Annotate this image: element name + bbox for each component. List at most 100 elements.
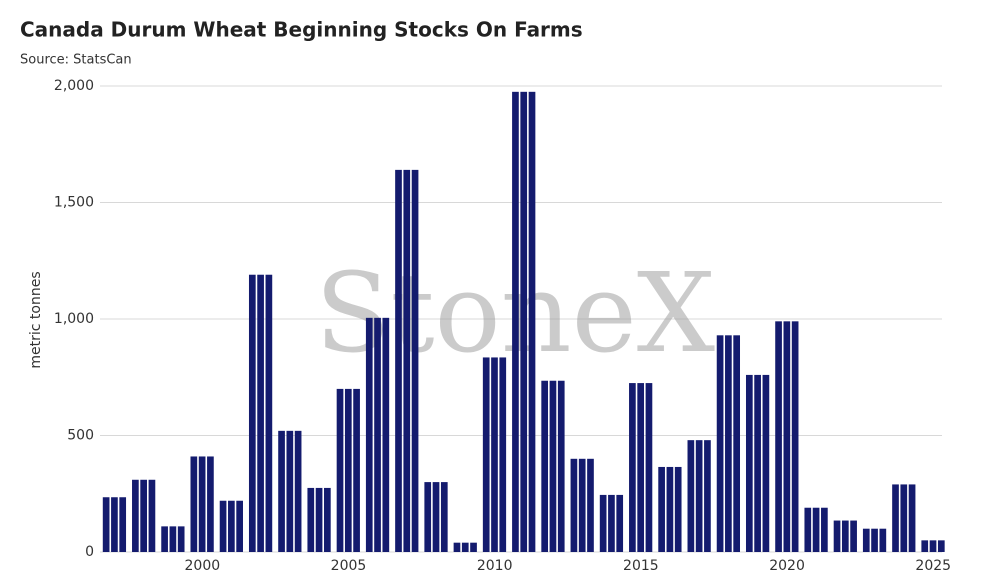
bar — [190, 456, 198, 552]
bar — [440, 482, 448, 552]
chart-title: Canada Durum Wheat Beginning Stocks On F… — [20, 18, 583, 42]
x-tick-label: 2015 — [623, 558, 659, 574]
bar — [482, 357, 490, 552]
bar — [541, 380, 549, 552]
bar — [111, 497, 118, 552]
bar — [578, 458, 586, 552]
bar — [169, 526, 177, 552]
bar — [791, 321, 799, 552]
bar — [608, 494, 615, 552]
bar — [177, 526, 185, 552]
bar — [929, 540, 937, 552]
bar — [353, 388, 360, 552]
bar — [850, 520, 857, 552]
bar — [862, 528, 870, 552]
chart-subtitle: Source: StatsCan — [20, 53, 132, 68]
y-tick-label: 2,000 — [54, 78, 94, 94]
y-tick-label: 1,000 — [54, 311, 94, 327]
bar — [161, 526, 168, 552]
bar — [658, 466, 665, 552]
bar — [704, 440, 711, 552]
bar — [403, 169, 411, 552]
bar — [783, 321, 791, 552]
bar — [512, 91, 519, 552]
bar — [132, 479, 139, 552]
bar — [198, 456, 206, 552]
bar — [733, 335, 741, 552]
bar — [365, 317, 373, 552]
bar — [119, 497, 127, 552]
bar — [637, 383, 645, 552]
bar — [307, 487, 315, 552]
bar — [294, 430, 302, 552]
bar — [549, 380, 557, 552]
bar — [587, 458, 594, 552]
bar — [716, 335, 724, 552]
bar — [236, 500, 243, 552]
bar — [599, 494, 607, 552]
bar — [219, 500, 227, 552]
bar — [775, 321, 782, 552]
bar — [725, 335, 732, 552]
bar — [892, 484, 899, 552]
bar — [833, 520, 841, 552]
bar — [821, 507, 828, 552]
bar — [395, 169, 402, 552]
bar — [411, 169, 419, 552]
bar — [470, 542, 477, 552]
bar — [453, 542, 461, 552]
y-tick-label: 500 — [67, 428, 94, 444]
bar — [499, 357, 507, 552]
bar — [102, 497, 110, 552]
bar — [616, 494, 624, 552]
bar — [207, 456, 214, 552]
bar — [374, 317, 381, 552]
bar — [629, 383, 636, 552]
bar — [674, 466, 682, 552]
x-tick-label: 2020 — [769, 558, 805, 574]
x-tick-label: 2000 — [185, 558, 221, 574]
bar — [841, 520, 849, 552]
bar — [382, 317, 390, 552]
y-tick-label: 1,500 — [54, 195, 94, 211]
bar — [432, 482, 440, 552]
bar — [257, 274, 264, 552]
bar — [804, 507, 812, 552]
bar — [900, 484, 908, 552]
bar — [754, 374, 761, 552]
bar — [921, 540, 929, 552]
bar — [278, 430, 285, 552]
bar — [645, 383, 653, 552]
x-tick-label: 2005 — [331, 558, 367, 574]
bar — [491, 357, 498, 552]
bar — [315, 487, 323, 552]
bar — [286, 430, 294, 552]
bar — [745, 374, 753, 552]
y-axis-label: metric tonnes — [28, 271, 44, 368]
bar — [557, 380, 565, 552]
bar — [228, 500, 235, 552]
bar — [879, 528, 887, 552]
bar — [762, 374, 770, 552]
bar — [687, 440, 695, 552]
bar — [520, 91, 528, 552]
bar — [812, 507, 820, 552]
bar — [570, 458, 578, 552]
bar — [666, 466, 674, 552]
bar — [937, 540, 945, 552]
bar — [695, 440, 703, 552]
bar — [424, 482, 432, 552]
bar — [908, 484, 916, 552]
bar — [248, 274, 256, 552]
bar — [461, 542, 469, 552]
bar — [336, 388, 344, 552]
bar — [140, 479, 147, 552]
bar — [344, 388, 352, 552]
bar — [148, 479, 156, 552]
bar — [871, 528, 878, 552]
y-tick-label: 0 — [85, 544, 94, 560]
bar — [528, 91, 536, 552]
x-tick-label: 2025 — [915, 558, 951, 574]
bar — [324, 487, 331, 552]
